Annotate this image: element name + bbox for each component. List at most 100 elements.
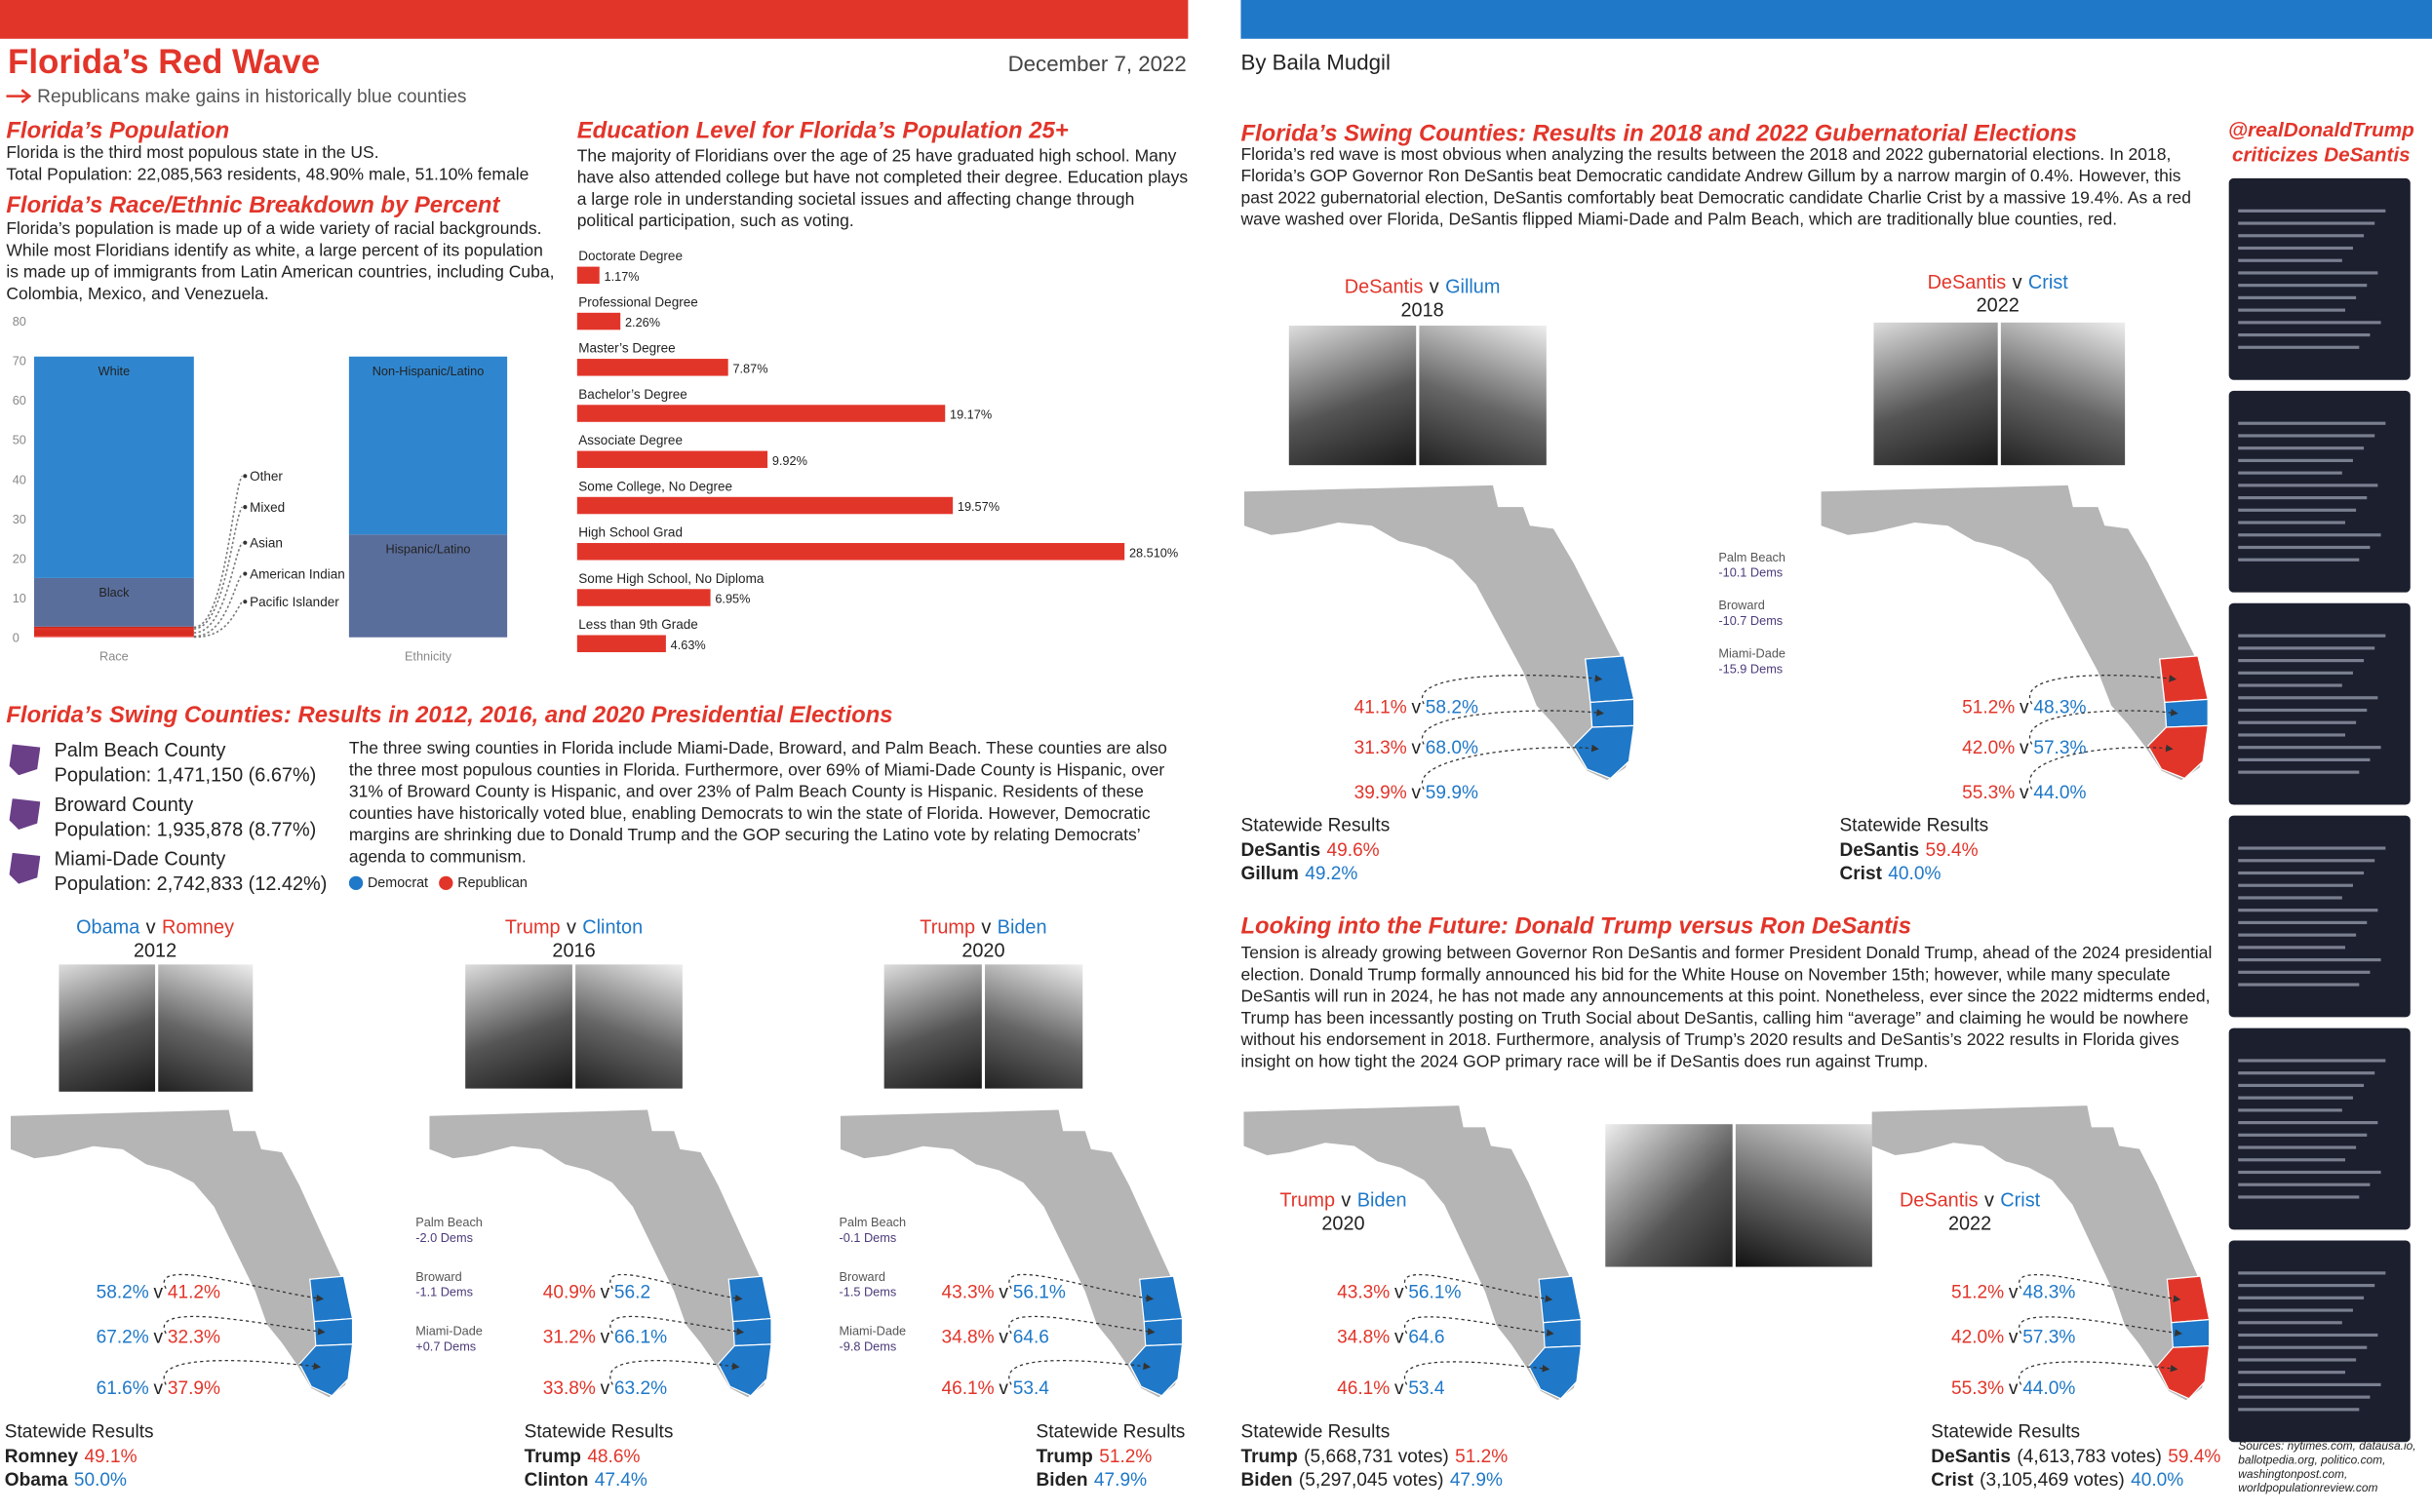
category-label: Less than 9th Grade [578,617,697,632]
tweet-card [2229,391,2411,593]
bar [577,405,946,421]
segment-label: American Indian [250,566,345,581]
tweet-line [2238,958,2380,961]
category-label: High School Grad [578,525,683,540]
blue-banner [1240,0,2432,39]
statewide-result: Trump(5,668,731 votes)51.2% [1240,1445,1508,1468]
tweet-line [2238,1383,2380,1386]
tweet-card [2229,178,2411,380]
tweet-line [2238,271,2377,274]
candidate: Crist [1931,1468,1973,1490]
tweet-line [2238,646,2374,649]
candidate: Trump [505,916,561,938]
tweet-line [2238,1334,2377,1337]
tweet-line [2238,1145,2356,1148]
versus: v [2009,1376,2019,1398]
category-label: Master’s Degree [578,341,675,356]
candidate: Romney [162,916,234,938]
tweet-line [2238,247,2353,250]
tweet-line [2238,1284,2374,1287]
result-value: 56.2 [614,1281,650,1302]
candidate: Biden [1037,1468,1088,1490]
tweet-line [2238,733,2345,736]
y-tick-label: 70 [13,354,26,368]
result-value: 64.6 [1408,1326,1444,1347]
tweet-line [2238,709,2367,712]
population-line: Total Population: 22,085,563 residents, … [6,165,529,186]
shift-county: Palm Beach [840,1216,907,1231]
votes: (4,613,783 votes) [2017,1445,2162,1466]
bar-segment [34,357,194,578]
versus: v [1430,276,1439,297]
leader-line [194,574,242,637]
tweet-line [2238,771,2359,774]
tweet-line [2238,971,2370,974]
state-outline [429,1110,771,1398]
tweet-line [2238,221,2374,224]
x-tick-label: Race [99,649,129,664]
segment-label: Mixed [250,500,285,515]
candidate: Crist [1839,862,1881,883]
statewide-label: Statewide Results [1240,1420,1390,1444]
versus: v [1394,1376,1404,1398]
statewide-result: DeSantis(4,613,783 votes)59.4% [1931,1445,2220,1468]
state-outline [1872,1105,2210,1400]
result-value: 43.3% [941,1281,994,1302]
section-heading: Looking into the Future: Donald Trump ve… [1240,911,1911,942]
versus: v [154,1281,164,1302]
shift-county: Palm Beach [1718,551,1785,566]
x-tick-label: Ethnicity [405,649,452,664]
tweet-line [2238,859,2374,862]
result-value: 40.9% [543,1281,596,1302]
bullet [243,571,247,575]
candidate: DeSantis [1928,271,2007,292]
votes: (5,297,045 votes) [1299,1468,1444,1490]
result-value: 37.9% [168,1376,220,1398]
tweet-line [2238,484,2377,486]
versus: v [1984,1189,1994,1211]
y-tick-label: 60 [13,393,26,407]
county [314,1319,352,1346]
shift-change: -2.0 Dems [415,1231,473,1247]
tweet-line [2238,1396,2370,1399]
segment-label: Other [250,469,283,484]
shift-change: -1.5 Dems [840,1286,897,1301]
subtitle-arrow [6,89,34,104]
bar [577,451,767,468]
value-label: 7.87% [732,361,767,375]
percent: 51.2% [1099,1445,1152,1466]
statewide-label: Statewide Results [525,1420,674,1444]
tweet-line [2238,422,2385,425]
percent: 51.2% [1455,1445,1508,1466]
result-value: 59.9% [1426,782,1478,803]
result-value: 67.2% [97,1326,149,1347]
votes: (5,668,731 votes) [1304,1445,1449,1466]
leader-line [194,543,242,633]
photo [2001,323,2125,465]
county-name: Miami-Dade County [55,846,226,871]
year: 2022 [1893,1211,2048,1235]
category-label: Doctorate Degree [578,249,683,263]
versus: v [999,1376,1008,1398]
result-value: 58.2% [97,1281,149,1302]
segment-label: Non-Hispanic/Latino [373,364,485,378]
county [1590,699,1634,727]
tweet-line [2238,521,2345,523]
shift-change: -1.1 Dems [415,1286,473,1301]
candidate: Biden [998,916,1047,938]
tweet-line [2238,1134,2367,1137]
result-value: 57.3% [2022,1326,2075,1347]
candidate: Biden [1357,1189,1407,1211]
y-tick-label: 10 [13,591,26,605]
